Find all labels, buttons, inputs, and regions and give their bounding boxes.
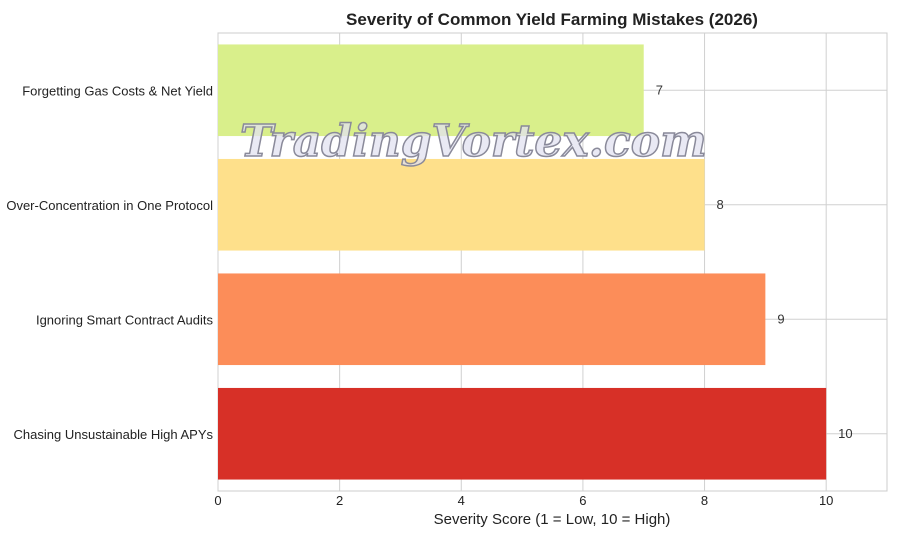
bars	[218, 44, 827, 480]
data-label: 7	[656, 82, 663, 97]
chart-title: Severity of Common Yield Farming Mistake…	[346, 10, 758, 29]
x-axis-label: Severity Score (1 = Low, 10 = High)	[434, 511, 671, 528]
x-tick-label: 6	[579, 493, 586, 508]
x-tick-label: 8	[701, 493, 708, 508]
x-tick-label: 2	[336, 493, 343, 508]
y-tick-label: Chasing Unsustainable High APYs	[14, 427, 214, 442]
bar	[218, 273, 766, 366]
bar	[218, 158, 705, 251]
x-tick-label: 0	[214, 493, 221, 508]
data-label: 10	[838, 426, 852, 441]
labels: 0 2 4 6 8 10 Forgetting Gas Costs & Net Yield 7…	[6, 82, 852, 508]
x-tick-label: 4	[458, 493, 465, 508]
bar	[218, 387, 827, 480]
y-tick-label: Over-Concentration in One Protocol	[6, 198, 213, 213]
y-tick-label: Ignoring Smart Contract Audits	[36, 312, 214, 327]
data-label: 8	[717, 197, 724, 212]
y-tick-label: Forgetting Gas Costs & Net Yield	[22, 83, 213, 98]
data-label: 9	[777, 311, 784, 326]
x-tick-label: 10	[819, 493, 833, 508]
bar	[218, 44, 644, 137]
